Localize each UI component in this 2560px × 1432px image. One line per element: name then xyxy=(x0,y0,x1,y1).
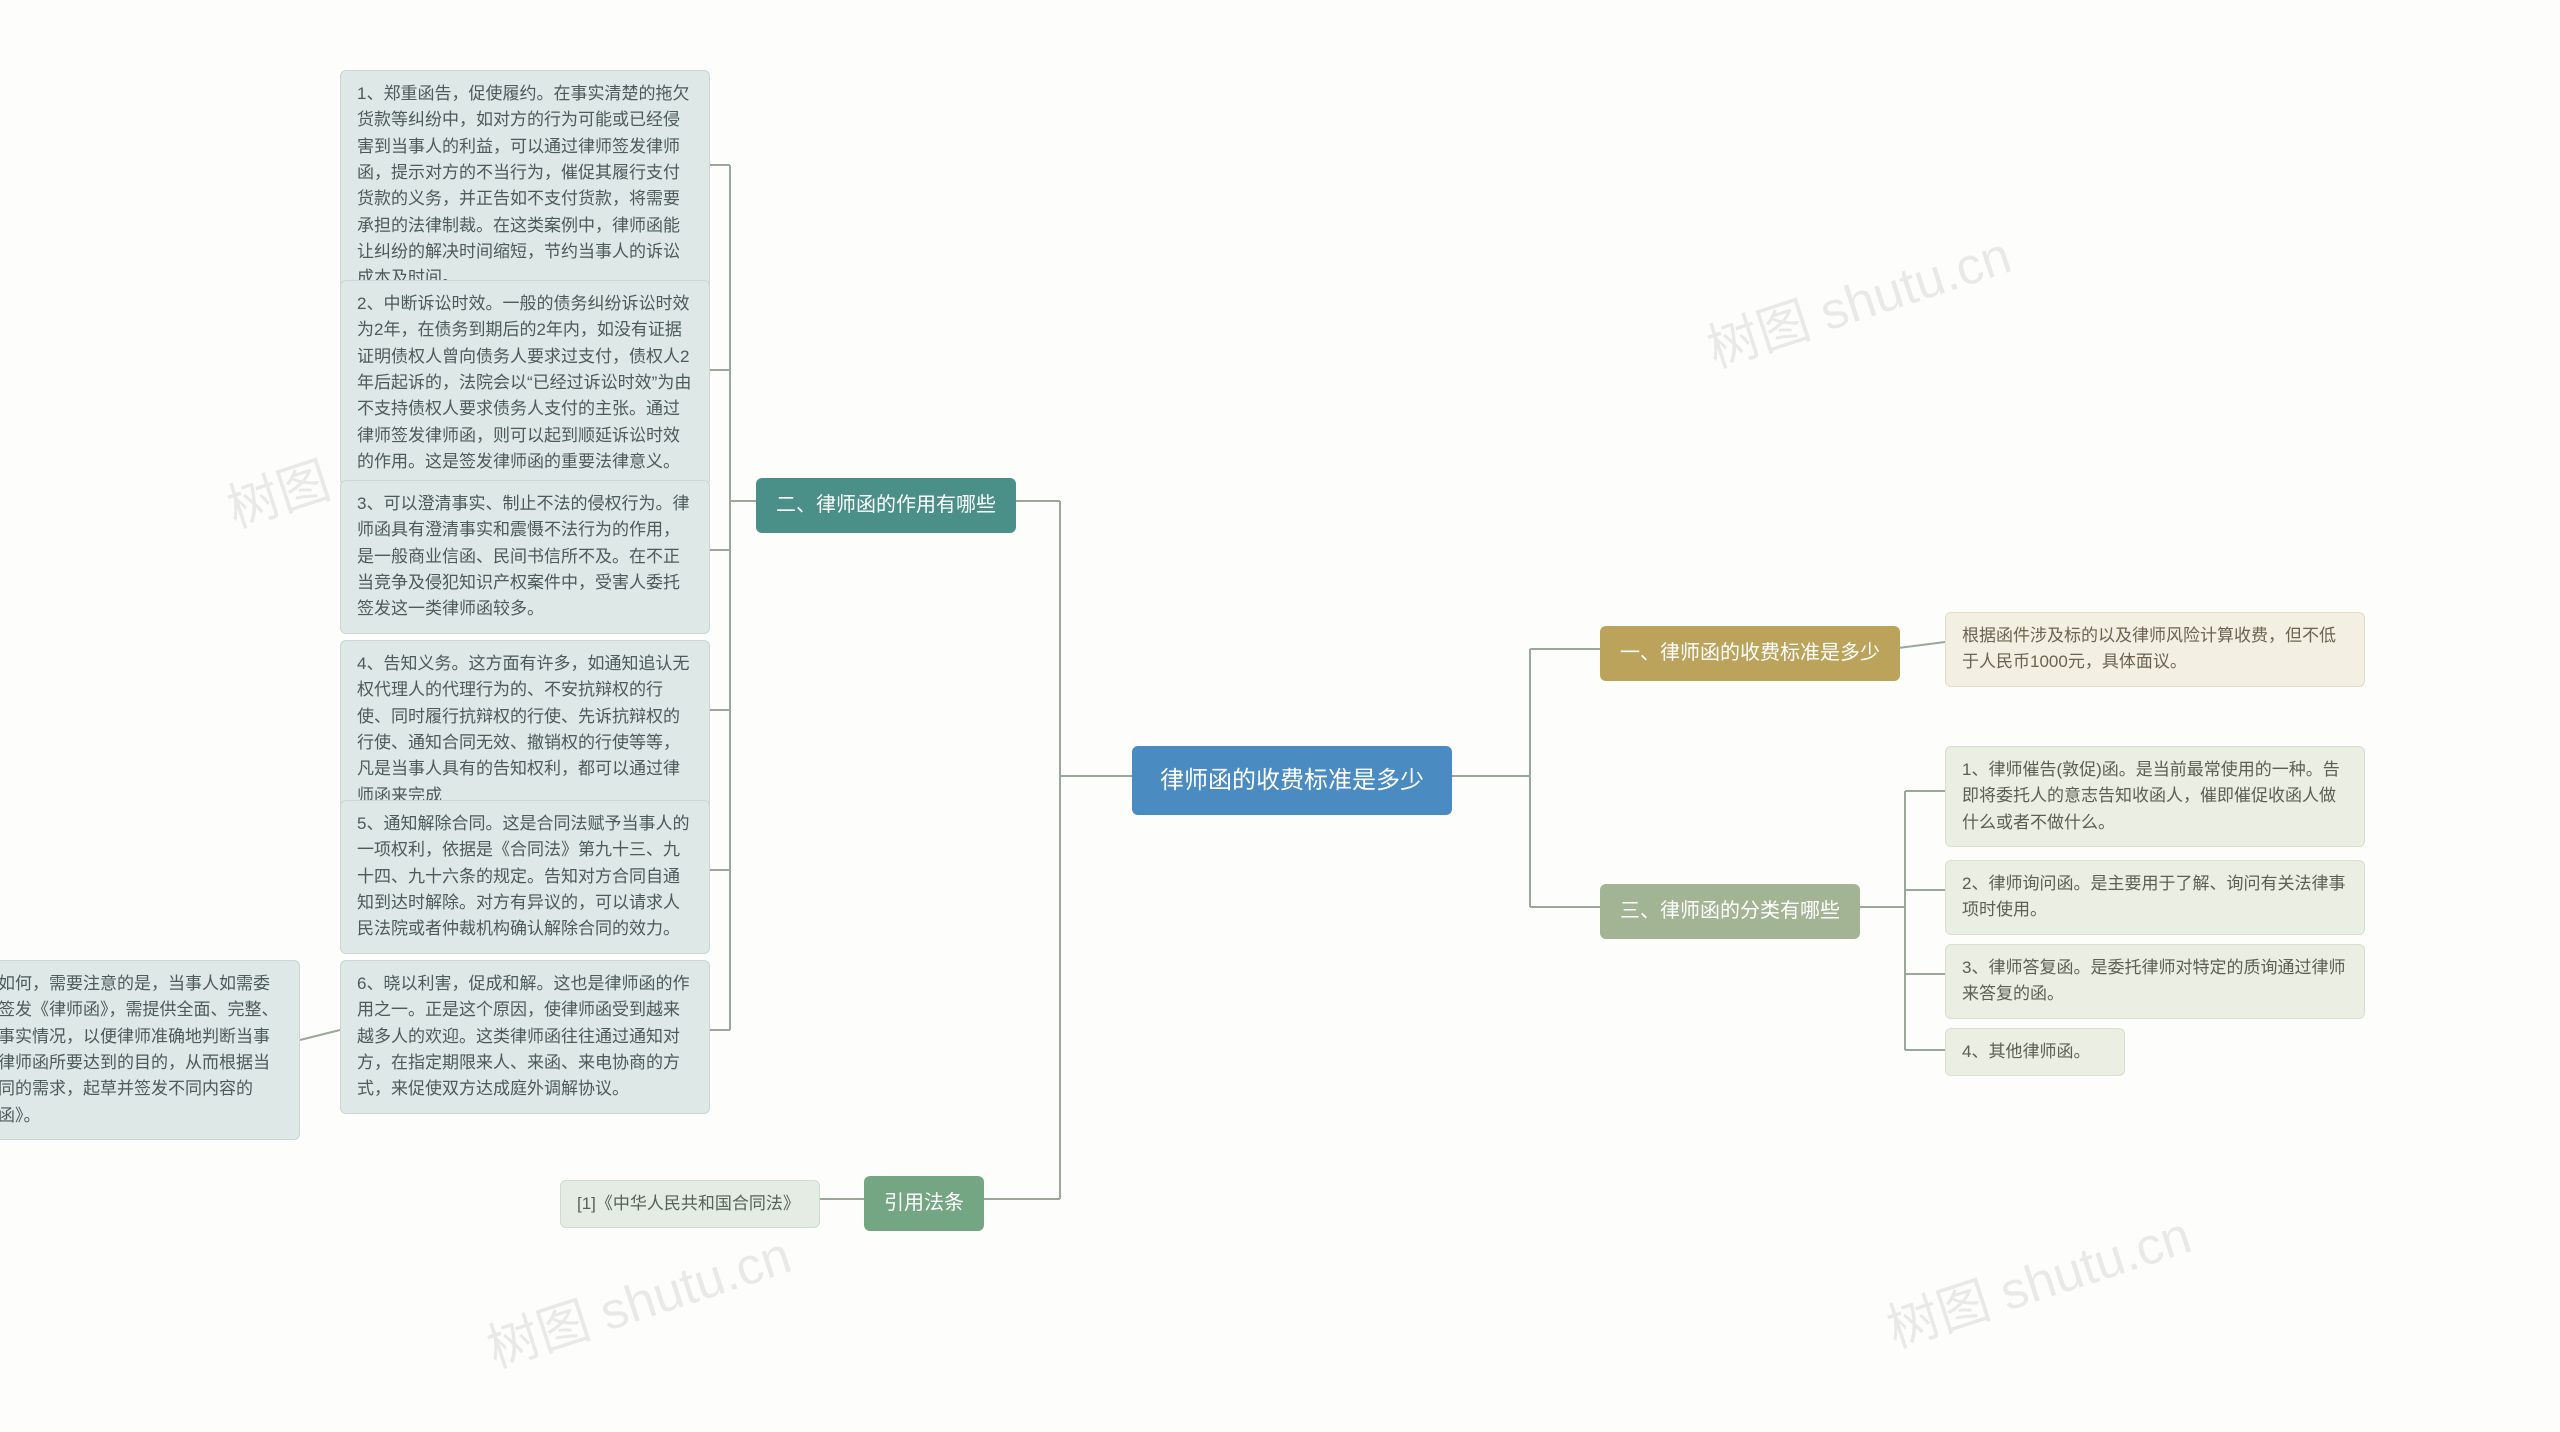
leaf-node: 3、可以澄清事实、制止不法的侵权行为。律师函具有澄清事实和震慑不法行为的作用，是… xyxy=(340,480,710,634)
leaf-node: 5、通知解除合同。这是合同法赋予当事人的一项权利，依据是《合同法》第九十三、九十… xyxy=(340,800,710,954)
leaf-node: [1]《中华人民共和国合同法》 xyxy=(560,1180,820,1228)
branch-cited-law[interactable]: 引用法条 xyxy=(864,1176,984,1231)
root-node[interactable]: 律师函的收费标准是多少 xyxy=(1132,746,1452,815)
branch-functions[interactable]: 二、律师函的作用有哪些 xyxy=(756,478,1016,533)
leaf-node: 4、其他律师函。 xyxy=(1945,1028,2125,1076)
watermark: 树图 shutu.cn xyxy=(476,1213,799,1382)
branch-categories[interactable]: 三、律师函的分类有哪些 xyxy=(1600,884,1860,939)
leaf-node: 但无论如何，需要注意的是，当事人如需委托律师签发《律师函》，需提供全面、完整、具… xyxy=(0,960,300,1140)
leaf-node: 1、律师催告(敦促)函。是当前最常使用的一种。告即将委托人的意志告知收函人，催即… xyxy=(1945,746,2365,847)
branch-fee-standard[interactable]: 一、律师函的收费标准是多少 xyxy=(1600,626,1900,681)
watermark: 树图 shutu.cn xyxy=(1696,213,2019,382)
leaf-node: 3、律师答复函。是委托律师对特定的质询通过律师来答复的函。 xyxy=(1945,944,2365,1019)
leaf-node: 1、郑重函告，促使履约。在事实清楚的拖欠货款等纠纷中，如对方的行为可能或已经侵害… xyxy=(340,70,710,303)
leaf-node: 6、晓以利害，促成和解。这也是律师函的作用之一。正是这个原因，使律师函受到越来越… xyxy=(340,960,710,1114)
leaf-node: 根据函件涉及标的以及律师风险计算收费，但不低于人民币1000元，具体面议。 xyxy=(1945,612,2365,687)
watermark: 树图 shutu.cn xyxy=(1876,1193,2199,1362)
mindmap-canvas: 树图 shutu.cn 树图 shutu.cn 树图 shutu.cn 树图 s… xyxy=(0,0,2560,1432)
leaf-node: 2、律师询问函。是主要用于了解、询问有关法律事项时使用。 xyxy=(1945,860,2365,935)
leaf-node: 2、中断诉讼时效。一般的债务纠纷诉讼时效为2年，在债务到期后的2年内，如没有证据… xyxy=(340,280,710,486)
leaf-node: 4、告知义务。这方面有许多，如通知追认无权代理人的代理行为的、不安抗辩权的行使、… xyxy=(340,640,710,820)
